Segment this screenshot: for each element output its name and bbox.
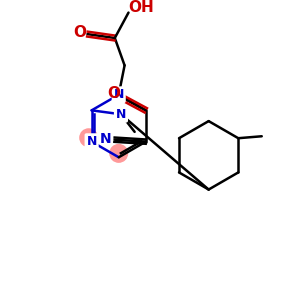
Text: N: N xyxy=(116,108,126,121)
Text: N: N xyxy=(86,135,97,148)
Circle shape xyxy=(110,145,128,162)
Circle shape xyxy=(80,129,98,146)
Text: O: O xyxy=(107,86,120,101)
Text: N: N xyxy=(100,132,112,146)
Text: N: N xyxy=(113,88,124,101)
Text: OH: OH xyxy=(128,0,154,15)
Text: O: O xyxy=(73,25,86,40)
